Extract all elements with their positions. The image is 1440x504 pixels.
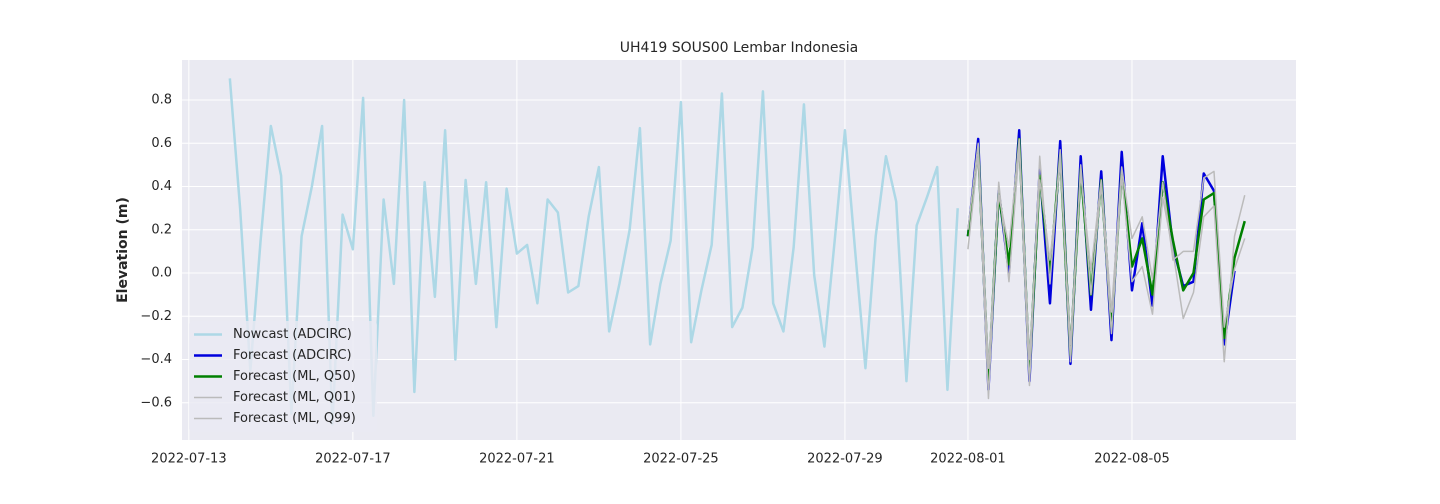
x-tick-label: 2022-07-13 <box>151 452 227 467</box>
x-tick-label: 2022-07-21 <box>479 452 555 467</box>
y-tick-label: 0.0 <box>151 266 172 281</box>
line-series <box>228 78 959 426</box>
legend-label: Forecast (ML, Q50) <box>233 369 356 384</box>
x-tick-label: 2022-08-05 <box>1094 452 1170 467</box>
legend-label: Forecast (ADCIRC) <box>233 348 352 363</box>
y-tick-label: 0.4 <box>151 179 172 194</box>
legend-box <box>189 321 377 432</box>
y-tick-label: 0.2 <box>151 222 172 237</box>
x-tick-label: 2022-08-01 <box>930 452 1006 467</box>
chart-title: UH419 SOUS00 Lembar Indonesia <box>620 40 858 56</box>
y-tick-label: 0.8 <box>151 93 172 108</box>
legend-label: Forecast (ML, Q01) <box>233 390 356 405</box>
x-tick-label: 2022-07-25 <box>643 452 719 467</box>
line-series <box>967 138 1246 369</box>
y-tick-label: −0.6 <box>140 395 172 410</box>
legend-label: Forecast (ML, Q99) <box>233 411 356 426</box>
y-tick-label: 0.6 <box>151 136 172 151</box>
x-tick-label: 2022-07-29 <box>807 452 883 467</box>
line-series <box>967 146 1246 400</box>
y-tick-label: −0.4 <box>140 352 172 367</box>
y-tick-label: −0.2 <box>140 309 172 324</box>
x-tick-label: 2022-07-17 <box>315 452 391 467</box>
legend-label: Nowcast (ADCIRC) <box>233 327 352 342</box>
y-axis-label: Elevation (m) <box>115 197 131 303</box>
